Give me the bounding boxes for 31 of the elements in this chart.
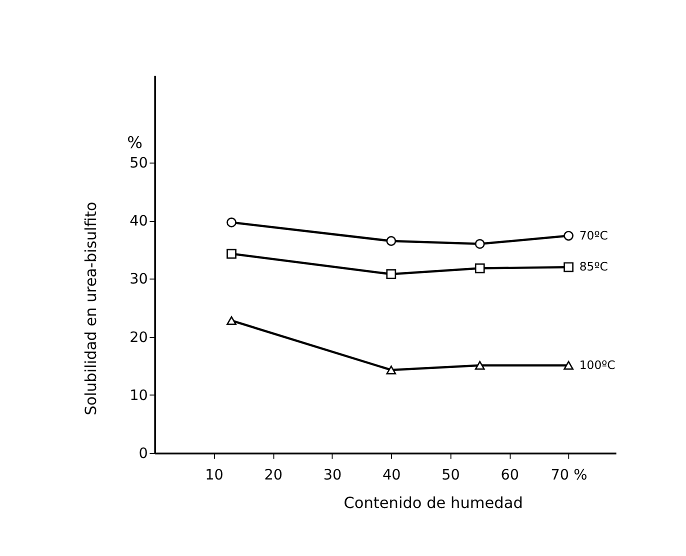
- point: [474, 360, 485, 370]
- x-tick-label: 50: [442, 468, 460, 484]
- point: [386, 366, 396, 374]
- point: [564, 262, 574, 272]
- y-tick-label: 10: [130, 388, 148, 404]
- x-tick-label: 20: [264, 468, 283, 484]
- series-label: 85ºC: [579, 260, 608, 274]
- x-tick-label: 40: [382, 468, 401, 484]
- y-tick-label: 20: [130, 330, 148, 346]
- series-label: 70ºC: [579, 228, 608, 242]
- y-tick-label: 30: [130, 272, 148, 288]
- point: [564, 230, 574, 241]
- point: [226, 217, 236, 228]
- y-axis-title: Solubilidad en urea-bisulfito: [82, 202, 100, 416]
- point: [474, 238, 485, 249]
- point: [226, 248, 236, 259]
- point: [386, 236, 396, 246]
- x-tick-label: 30: [323, 468, 342, 484]
- y-tick-label: 0: [138, 446, 148, 462]
- point: [564, 360, 574, 370]
- point: [474, 263, 485, 274]
- point: [226, 316, 236, 325]
- point: [386, 269, 396, 280]
- x-tick-label: 10: [205, 468, 224, 484]
- text: %: [127, 132, 143, 152]
- x-tick-label: 70 %: [550, 468, 588, 484]
- x-axis-title: Contenido de humedad: [344, 494, 523, 512]
- y-tick-label: 50: [130, 156, 148, 172]
- series-label: 100ºC: [579, 358, 616, 372]
- x-tick-label: 60: [500, 468, 520, 484]
- y-tick-label: 40: [130, 214, 148, 230]
